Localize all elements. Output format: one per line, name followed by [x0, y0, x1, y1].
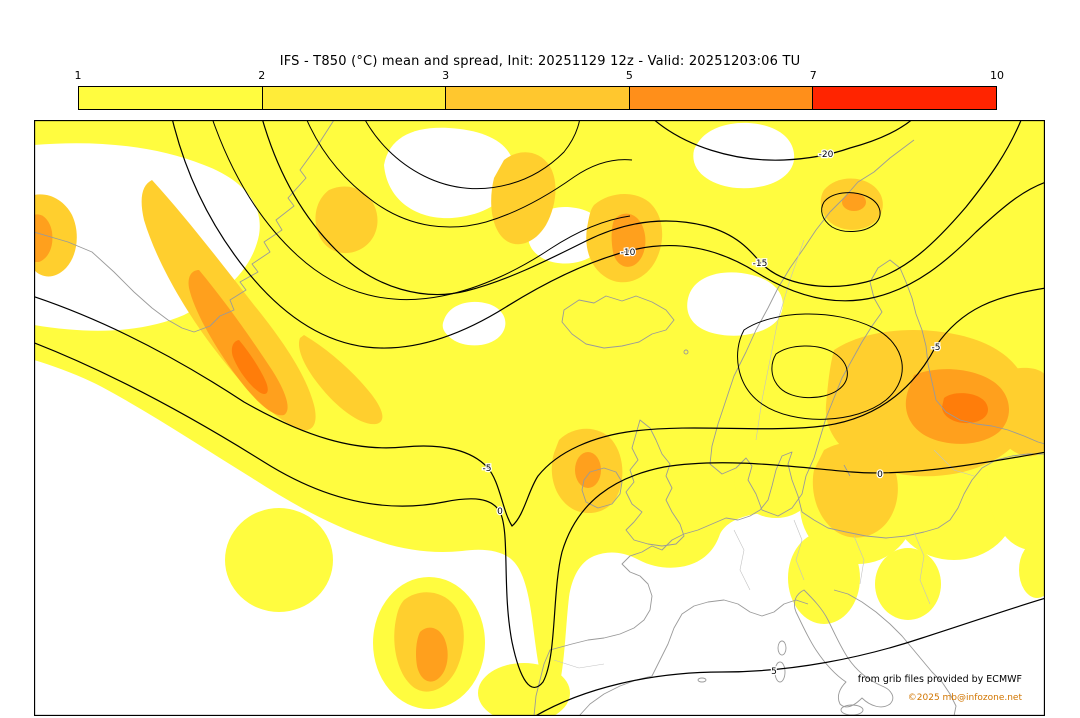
coast-faroe	[683, 349, 689, 355]
colorbar	[78, 86, 997, 110]
contour-minus10	[171, 120, 1045, 349]
border-layer	[553, 239, 975, 669]
contour-minus5	[34, 287, 1045, 527]
contour-minus20	[653, 120, 913, 161]
contour-scandinavia-inner	[771, 345, 848, 399]
colorbar-ticks: 1 2 3 5 7 10	[74, 69, 1005, 83]
weather-map-svg: -20 -15 -10 -5 -5 0 0 5 from grib files …	[34, 120, 1045, 716]
contour-bundle-c	[364, 120, 581, 190]
colorbar-segment	[445, 87, 629, 109]
contour-label: -5	[483, 464, 492, 474]
coast-balkans	[833, 589, 957, 716]
contour-label: 0	[497, 507, 503, 517]
colorbar-tick-label: 3	[442, 69, 450, 82]
coast-balearics	[697, 677, 707, 683]
coast-sardinia	[774, 661, 786, 683]
contour-label: -5	[932, 343, 941, 353]
credits-watermark: ©2025 mb@infozone.net	[908, 693, 1023, 703]
contour-label: -10	[621, 248, 636, 258]
contour-label: 5	[771, 667, 777, 677]
coast-baltic-south	[533, 451, 1045, 716]
colorbar-tick-label: 7	[809, 69, 817, 82]
credits-ecmwf: from grib files provided by ECMWF	[858, 674, 1022, 685]
contour-scandinavia-loop	[737, 313, 903, 420]
contour-minus15	[261, 120, 1022, 296]
colorbar-segment	[261, 87, 446, 109]
contour-label: -15	[753, 259, 768, 269]
page-title: IFS - T850 (°C) mean and spread, Init: 2…	[279, 54, 801, 69]
coast-scandinavia	[709, 139, 1045, 517]
map-area: -20 -15 -10 -5 -5 0 0 5 from grib files …	[34, 120, 1045, 716]
contour-label-layer: -20 -15 -10 -5 -5 0 0 5	[481, 149, 941, 679]
colorbar-tick-label: 2	[258, 69, 266, 82]
coast-greenland	[34, 120, 335, 333]
colorbar-segment	[812, 87, 996, 109]
spread-level4-layer	[231, 340, 989, 424]
spread-holes-layer	[34, 122, 795, 346]
contour-label: -20	[819, 150, 834, 160]
colorbar-segment	[628, 87, 813, 109]
colorbar-tick-label: 5	[625, 69, 633, 82]
contour-bundle-b	[306, 120, 633, 228]
contour-plus5	[534, 597, 1045, 716]
contour-0	[34, 342, 1045, 688]
map-frame	[34, 120, 1045, 716]
coast-corsica	[777, 640, 787, 656]
coastline-layer	[34, 120, 1045, 716]
contour-minus20-cell	[821, 192, 881, 232]
contour-label: 0	[877, 470, 883, 480]
spread-level2-layer	[34, 152, 1045, 692]
coast-ireland	[581, 467, 623, 509]
coast-sicily	[840, 704, 864, 716]
coast-italy	[793, 589, 894, 708]
contour-layer	[34, 120, 1045, 716]
colorbar-segment	[79, 87, 262, 109]
coast-mediterranean	[578, 599, 809, 716]
colorbar-tick-label: 1	[74, 69, 82, 82]
coast-gotland	[843, 464, 851, 477]
colorbar-area: 1 2 3 5 7 10	[75, 69, 1004, 110]
coast-iceland	[561, 295, 675, 349]
contour-bundle-a	[212, 120, 631, 301]
colorbar-tick-label: 10	[990, 69, 1004, 82]
